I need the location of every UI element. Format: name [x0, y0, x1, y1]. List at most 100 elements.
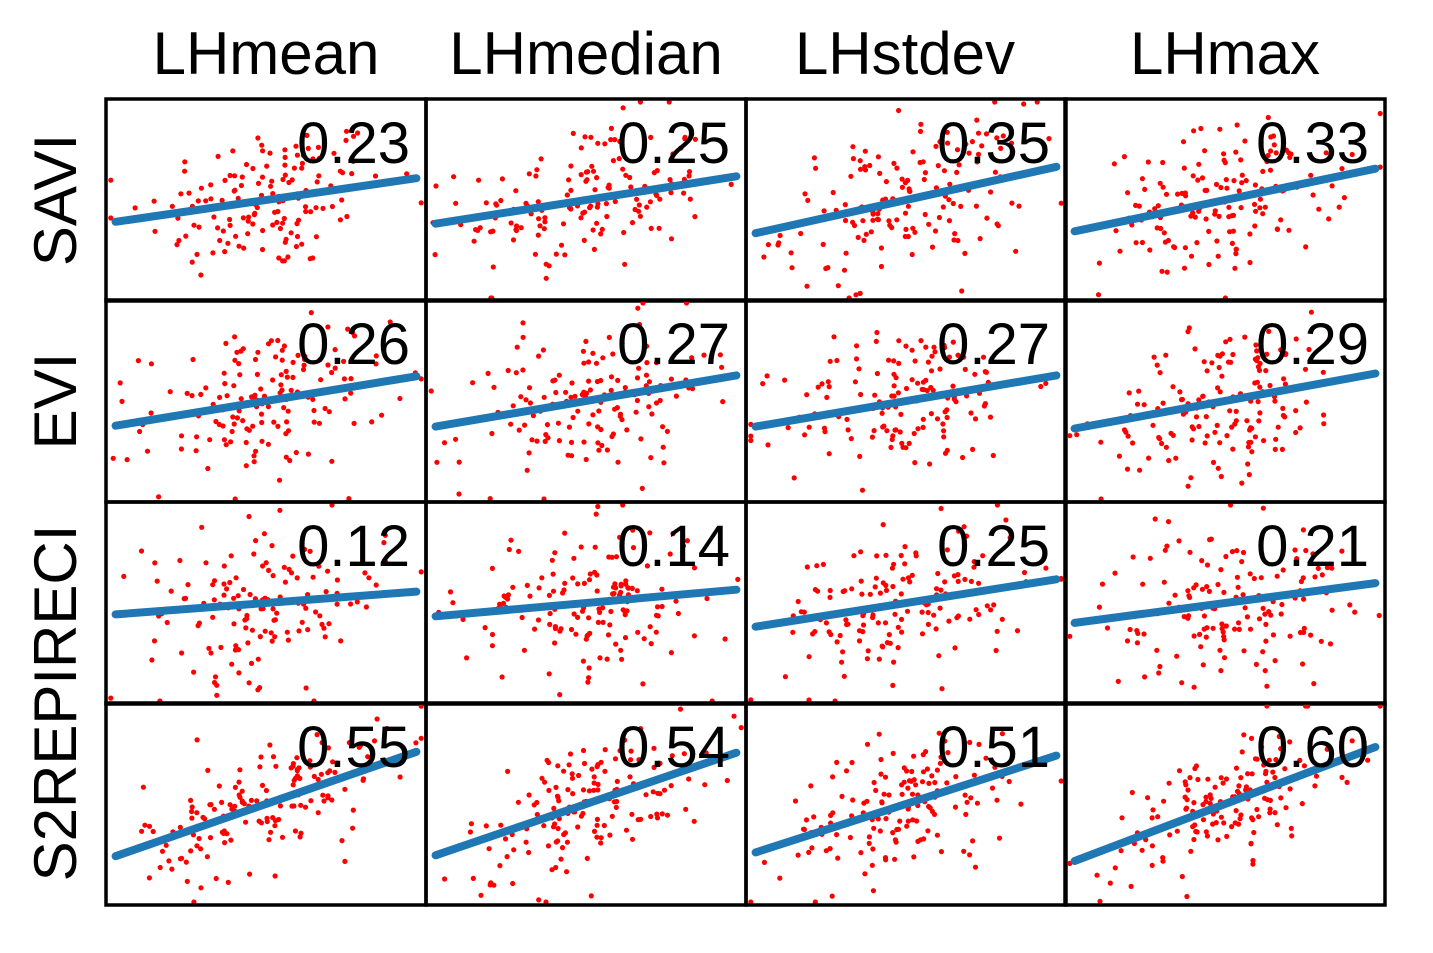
- scatter-point: [1134, 401, 1141, 407]
- scatter-point: [681, 751, 687, 757]
- scatter-point: [108, 695, 114, 701]
- scatter-point: [967, 616, 973, 622]
- scatter-point: [1316, 206, 1322, 212]
- scatter-point: [608, 125, 615, 131]
- scatter-point: [299, 619, 305, 625]
- scatter-point: [1154, 362, 1160, 368]
- scatter-point: [826, 384, 832, 390]
- scatter-point: [800, 826, 807, 832]
- scatter-point: [1230, 446, 1236, 452]
- scatter-point: [629, 836, 636, 842]
- scatter-point: [291, 803, 297, 809]
- scatter-point: [994, 221, 1000, 227]
- scatter-point: [887, 222, 893, 228]
- scatter-point: [1279, 446, 1285, 452]
- scatter-point: [647, 530, 653, 536]
- scatter-point: [568, 187, 574, 193]
- scatter-point: [221, 592, 227, 598]
- scatter-point: [993, 647, 999, 654]
- scatter-point: [1150, 807, 1156, 813]
- scatter-point: [653, 400, 660, 406]
- scatter-point: [1287, 633, 1293, 639]
- scatter-point: [1224, 833, 1230, 840]
- scatter-point: [1252, 380, 1258, 386]
- scatter-point: [543, 275, 549, 281]
- scatter-point: [928, 368, 935, 374]
- scatter-point: [211, 806, 217, 812]
- scatter-point: [1278, 217, 1284, 223]
- scatter-point: [973, 203, 980, 209]
- scatter-point: [274, 610, 280, 616]
- scatter-point: [285, 254, 291, 260]
- scatter-point: [610, 351, 616, 357]
- scatter-point: [246, 680, 252, 686]
- scatter-point: [1126, 390, 1132, 396]
- scatter-point: [305, 451, 311, 457]
- scatter-point: [117, 380, 123, 386]
- scatter-point: [259, 246, 266, 253]
- scatter-point: [231, 383, 237, 389]
- scatter-point: [1256, 814, 1262, 820]
- scatter-point: [886, 632, 892, 638]
- scatter-point: [1336, 204, 1342, 210]
- scatter-point: [1263, 638, 1269, 644]
- scatter-point: [236, 361, 242, 367]
- scatter-point: [1239, 180, 1245, 186]
- scatter-point: [217, 237, 223, 244]
- scatter-point: [210, 582, 216, 588]
- scatter-point: [1308, 632, 1314, 638]
- scatter-point: [521, 647, 528, 653]
- scatter-point: [595, 503, 601, 510]
- scatter-point: [505, 367, 511, 374]
- scatter-point: [629, 811, 635, 817]
- scatter-point: [857, 453, 863, 459]
- scatter-point: [1145, 159, 1151, 165]
- scatter-point: [589, 163, 595, 169]
- scatter-point: [602, 768, 608, 774]
- scatter-point: [876, 731, 882, 737]
- scatter-point: [1253, 208, 1259, 214]
- regression-line: [431, 748, 741, 860]
- scatter-point: [970, 446, 976, 452]
- scatter-point: [1231, 178, 1237, 184]
- scatter-point: [294, 152, 300, 158]
- scatter-point: [1260, 505, 1266, 511]
- scatter-point: [561, 768, 567, 774]
- scatter-point: [1191, 633, 1197, 639]
- scatter-point: [748, 697, 754, 703]
- scatter-point: [1257, 410, 1263, 416]
- scatter-point: [534, 811, 540, 818]
- scatter-point: [510, 237, 517, 243]
- scatter-point: [1329, 607, 1335, 613]
- scatter-point: [1021, 101, 1027, 107]
- scatter-point: [447, 589, 454, 595]
- scatter-point: [991, 602, 997, 608]
- scatter-point: [273, 354, 279, 360]
- scatter-point: [260, 148, 266, 154]
- scatter-point: [980, 553, 986, 559]
- scatter-point: [273, 763, 279, 769]
- scatter-point: [1180, 139, 1187, 145]
- scatter-point: [1226, 204, 1232, 210]
- scatter-point: [961, 524, 967, 530]
- scatter-point: [950, 383, 956, 389]
- scatter-point: [636, 321, 643, 328]
- panel-s2repireci-lhmax: 0.60: [1063, 701, 1387, 907]
- scatter-point: [1227, 336, 1233, 342]
- scatter-point: [1227, 408, 1233, 414]
- scatter-point: [586, 378, 592, 384]
- scatter-point: [1215, 837, 1221, 843]
- scatter-point: [917, 159, 923, 166]
- scatter-point: [619, 341, 625, 347]
- panel-s2repireci-lhmedian: 0.14: [424, 500, 748, 706]
- scatter-point: [228, 553, 234, 559]
- scatter-point: [580, 747, 587, 754]
- scatter-point: [858, 391, 864, 398]
- scatter-point: [1058, 778, 1064, 784]
- scatter-point: [798, 230, 804, 237]
- scatter-point: [618, 647, 624, 653]
- scatter-point: [281, 405, 287, 411]
- scatter-point: [282, 147, 288, 153]
- scatter-point: [967, 852, 973, 858]
- scatter-point: [628, 184, 634, 190]
